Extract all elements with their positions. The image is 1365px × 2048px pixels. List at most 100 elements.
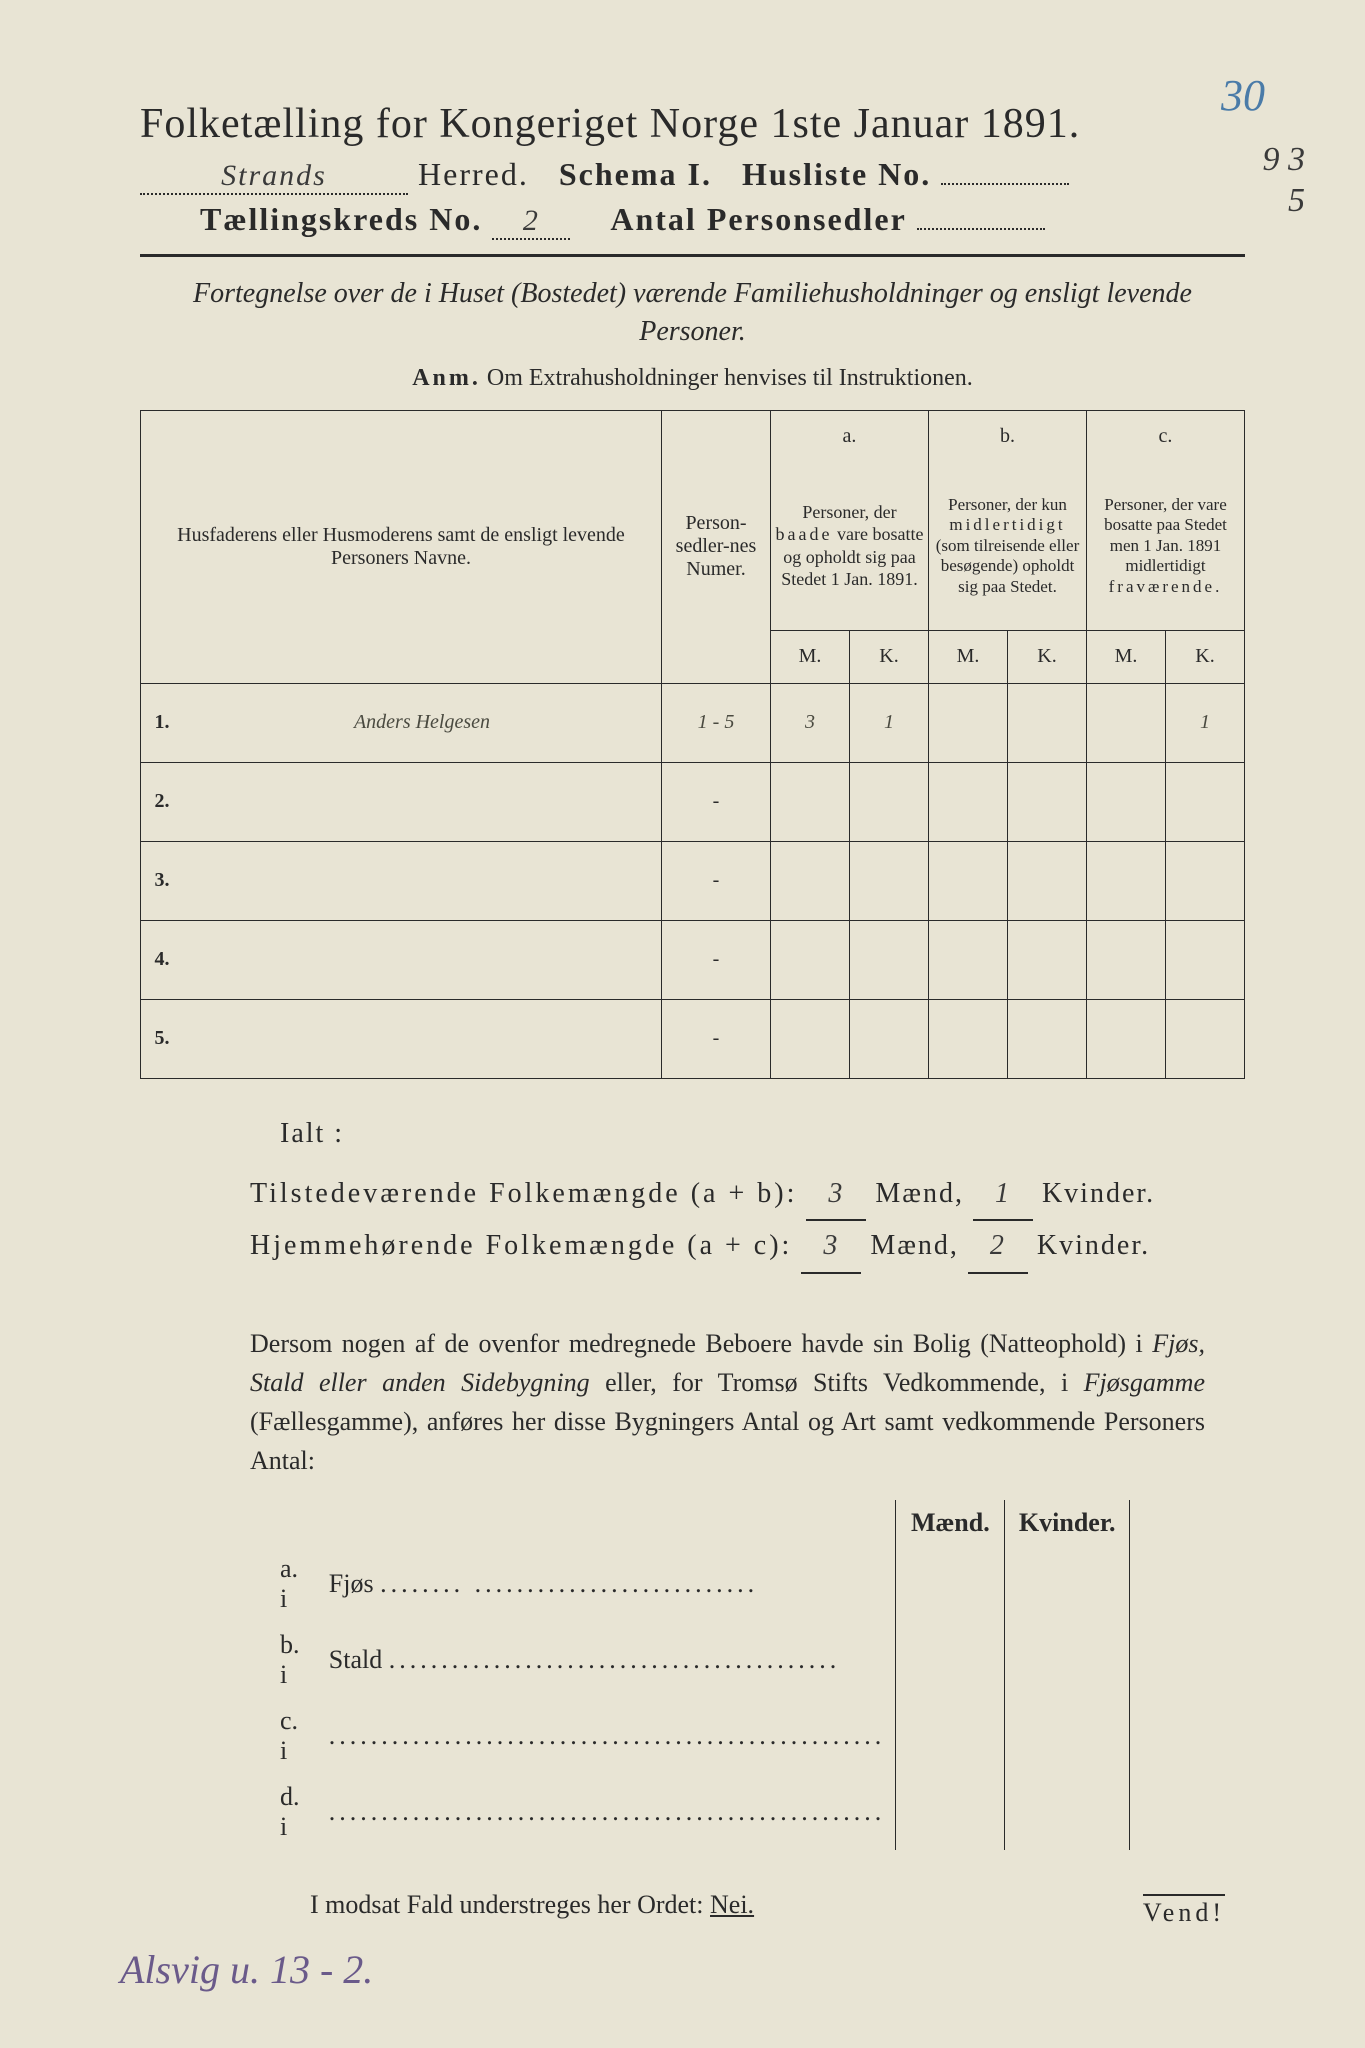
bolig-m xyxy=(896,1546,1005,1622)
row-cK xyxy=(1166,841,1245,920)
bolig-txt: Stald ..................................… xyxy=(319,1622,896,1698)
row-num: 2. xyxy=(141,762,184,841)
row-aK xyxy=(850,762,929,841)
form-subheader: Fortegnelse over de i Huset (Bostedet) v… xyxy=(180,275,1205,351)
row-bK xyxy=(1008,762,1087,841)
b-m: M. xyxy=(929,630,1008,683)
row-bM xyxy=(929,683,1008,762)
row-aM xyxy=(771,920,850,999)
form-title: Folketælling for Kongeriget Norge 1ste J… xyxy=(140,100,1245,148)
hjemme-label: Hjemmehørende Folkemængde (a + c): xyxy=(250,1230,792,1261)
totals-line-2: Hjemmehørende Folkemængde (a + c): 3 Mæn… xyxy=(250,1221,1245,1273)
anm-prefix: Anm. xyxy=(412,365,481,391)
sedler-value xyxy=(917,228,1045,230)
table-row: 1. Anders Helgesen 1 - 5 3 1 1 xyxy=(141,683,1245,762)
row-num: 3. xyxy=(141,841,184,920)
bolig-maend-header: Mænd. xyxy=(896,1500,1005,1546)
row-bM xyxy=(929,762,1008,841)
margin-line-2: 5 xyxy=(1263,181,1306,222)
row-numer: 1 - 5 xyxy=(662,683,771,762)
bolig-lbl: b. i xyxy=(270,1622,319,1698)
kreds-row: Tællingskreds No. 2 Antal Personsedler xyxy=(140,201,1245,240)
para-p3: (Fællesgamme), anføres her disse Bygning… xyxy=(250,1407,1205,1475)
row-cM xyxy=(1087,683,1166,762)
nei-line: I modsat Fald understreges her Ordet: Ne… xyxy=(140,1890,1245,1920)
row-name: Anders Helgesen xyxy=(183,683,662,762)
row-name xyxy=(183,920,662,999)
nei-pre: I modsat Fald understreges her Ordet: xyxy=(310,1890,710,1919)
col-a-desc: Personer, der baade vare bosatte og opho… xyxy=(771,462,929,630)
bolig-txt: Fjøs ........ ..........................… xyxy=(319,1546,896,1622)
col-c-desc: Personer, der vare bosatte paa Stedet me… xyxy=(1087,462,1245,630)
bolig-row: b. i Stald .............................… xyxy=(270,1622,1130,1698)
row-aK xyxy=(850,920,929,999)
row-cM xyxy=(1087,999,1166,1078)
herred-label: Herred. xyxy=(418,156,529,192)
c-m: M. xyxy=(1087,630,1166,683)
row-num: 4. xyxy=(141,920,184,999)
anm-note: Anm. Om Extrahusholdninger henvises til … xyxy=(140,365,1245,392)
row-bK xyxy=(1008,999,1087,1078)
row-cK xyxy=(1166,762,1245,841)
herred-row: Strands Herred. Schema I. Husliste No. xyxy=(140,156,1245,195)
bolig-table: Mænd. Kvinder. a. i Fjøs ........ ......… xyxy=(270,1500,1130,1850)
margin-line-1: 9 3 xyxy=(1263,140,1306,181)
tilstede-k: 1 xyxy=(973,1169,1033,1221)
row-cM xyxy=(1087,920,1166,999)
row-aK: 1 xyxy=(850,683,929,762)
col-b-desc: Personer, der kun midlertidigt (som tilr… xyxy=(929,462,1087,630)
c-k: K. xyxy=(1166,630,1245,683)
husliste-value xyxy=(941,183,1069,185)
bolig-k xyxy=(1005,1698,1130,1774)
kvinder-label-2: Kvinder. xyxy=(1037,1230,1150,1261)
kreds-label: Tællingskreds No. xyxy=(200,201,482,237)
row-bM xyxy=(929,841,1008,920)
row-bK xyxy=(1008,841,1087,920)
row-cK xyxy=(1166,999,1245,1078)
bolig-lbl: c. i xyxy=(270,1698,319,1774)
row-numer: - xyxy=(662,920,771,999)
col-a-head: a. xyxy=(771,410,929,462)
row-bM xyxy=(929,999,1008,1078)
row-aM xyxy=(771,841,850,920)
row-cK: 1 xyxy=(1166,683,1245,762)
kreds-value: 2 xyxy=(492,204,570,240)
bolig-row: a. i Fjøs ........ .....................… xyxy=(270,1546,1130,1622)
row-num: 1. xyxy=(141,683,184,762)
bolig-m xyxy=(896,1698,1005,1774)
table-row: 4. - xyxy=(141,920,1245,999)
bolig-row: c. i ...................................… xyxy=(270,1698,1130,1774)
col-numer-header: Person-sedler-nes Numer. xyxy=(662,410,771,683)
a-m: M. xyxy=(771,630,850,683)
census-table: Husfaderens eller Husmoderens samt de en… xyxy=(140,410,1245,1079)
totals-line-1: Tilstedeværende Folkemængde (a + b): 3 M… xyxy=(250,1169,1245,1221)
schema-label: Schema I. xyxy=(559,156,712,192)
hjemme-m: 3 xyxy=(801,1221,861,1273)
a-k: K. xyxy=(850,630,929,683)
bolig-k xyxy=(1005,1546,1130,1622)
row-name xyxy=(183,999,662,1078)
maend-label-2: Mænd, xyxy=(870,1230,959,1261)
para-p2: eller, for Tromsø Stifts Vedkommende, i xyxy=(590,1368,1084,1397)
col-names-header: Husfaderens eller Husmoderens samt de en… xyxy=(141,410,662,683)
para-p1: Dersom nogen af de ovenfor medregnede Be… xyxy=(250,1329,1152,1358)
maend-label: Mænd, xyxy=(875,1178,964,1209)
vend-label: Vend! xyxy=(1143,1894,1225,1928)
row-num: 5. xyxy=(141,999,184,1078)
row-bK xyxy=(1008,683,1087,762)
nei-word: Nei. xyxy=(710,1890,754,1919)
bolig-paragraph: Dersom nogen af de ovenfor medregnede Be… xyxy=(140,1324,1245,1480)
row-numer: - xyxy=(662,999,771,1078)
b-k: K. xyxy=(1008,630,1087,683)
para-i2: Fjøsgamme xyxy=(1084,1368,1205,1397)
census-form-page: 30 9 3 5 Folketælling for Kongeriget Nor… xyxy=(0,0,1365,2048)
col-c-head: c. xyxy=(1087,410,1245,462)
kvinder-label: Kvinder. xyxy=(1042,1178,1155,1209)
bolig-m xyxy=(896,1622,1005,1698)
page-corner-number: 30 xyxy=(1221,70,1265,121)
row-cM xyxy=(1087,762,1166,841)
row-name xyxy=(183,841,662,920)
bolig-lbl: d. i xyxy=(270,1774,319,1850)
bolig-kvinder-header: Kvinder. xyxy=(1005,1500,1130,1546)
husliste-label: Husliste No. xyxy=(742,156,931,192)
